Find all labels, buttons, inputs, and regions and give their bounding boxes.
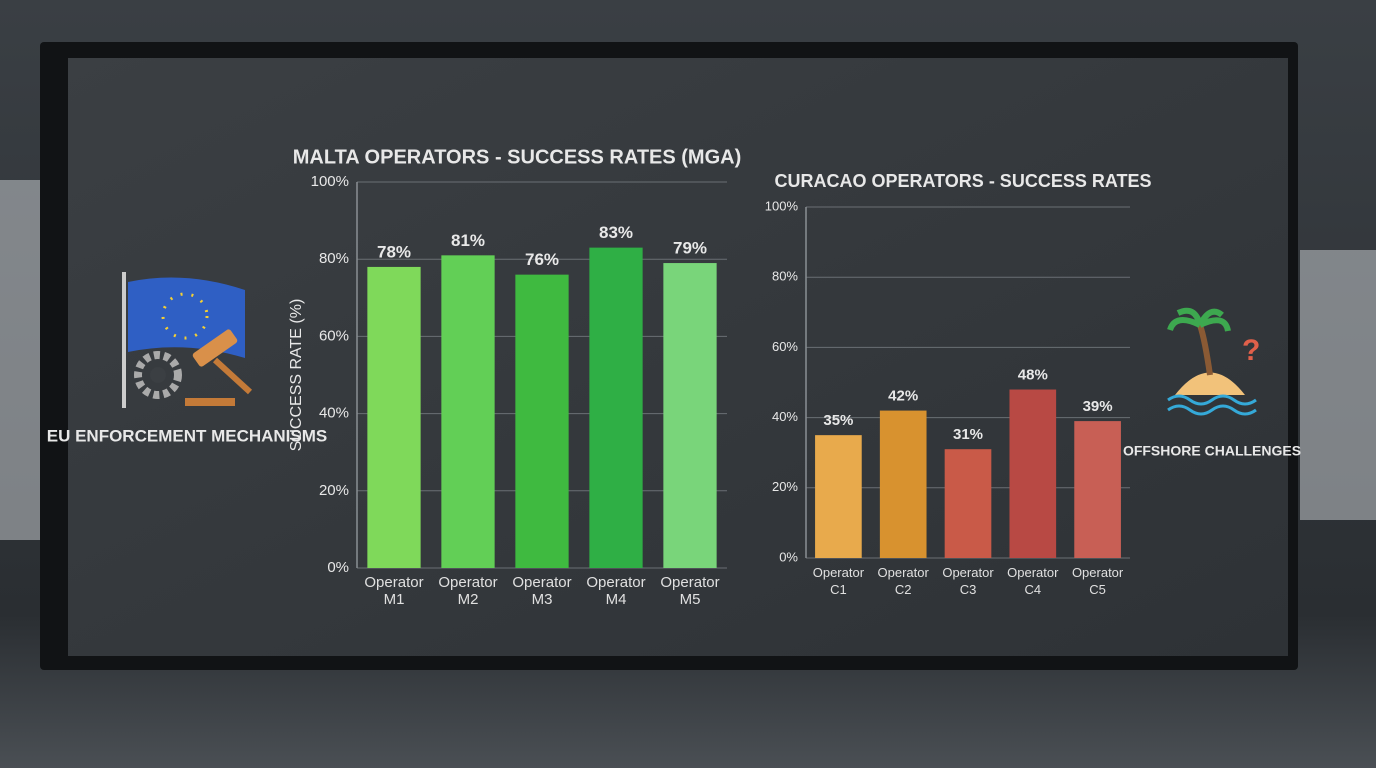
- y-tick-label: 80%: [772, 269, 798, 284]
- x-tick-label: Operator M2: [438, 574, 498, 608]
- eu-icon: [122, 272, 253, 408]
- bar: [1074, 421, 1121, 558]
- y-axis-label: SUCCESS RATE (%): [288, 299, 305, 452]
- x-tick-label-box: Operator C3: [942, 565, 994, 597]
- y-tick-label: 100%: [311, 173, 349, 190]
- x-tick-label-box: Operator M5: [660, 574, 720, 608]
- bar: [367, 266, 421, 568]
- y-tick-label: 0%: [779, 549, 798, 564]
- bar: [944, 449, 992, 558]
- bar: [663, 263, 717, 568]
- x-tick-label-box: Operator M4: [586, 574, 646, 608]
- x-tick-label: Operator M1: [364, 574, 424, 608]
- bar: [879, 410, 927, 558]
- chart-title: CURACAO OPERATORS - SUCCESS RATES: [774, 171, 1151, 191]
- x-tick-label-box: Operator C5: [1071, 565, 1124, 597]
- value-label: 83%: [599, 223, 633, 242]
- value-label: 76%: [525, 250, 559, 269]
- value-label: 42%: [888, 388, 918, 405]
- wall-light: [1300, 250, 1376, 520]
- value-label: 48%: [1018, 366, 1048, 383]
- y-tick-label: 20%: [319, 482, 349, 499]
- value-label: 31%: [953, 426, 983, 443]
- x-tick-label-box: Operator M3: [512, 574, 572, 608]
- left-label: EU ENFORCEMENT MECHANISMS: [47, 426, 328, 445]
- y-tick-label: 0%: [327, 559, 349, 576]
- x-tick-label: Operator C1: [812, 565, 865, 597]
- svg-text:?: ?: [1242, 334, 1260, 367]
- right-label: OFFSHORE CHALLENGES: [1123, 443, 1301, 459]
- x-tick-label: Operator M3: [512, 574, 572, 608]
- y-tick-label: 80%: [319, 250, 349, 267]
- island-icon: ?: [1167, 307, 1260, 416]
- value-label: 81%: [451, 231, 485, 250]
- x-tick-label: Operator C2: [877, 565, 929, 597]
- bar: [1009, 389, 1057, 558]
- y-tick-label: 40%: [319, 405, 349, 422]
- x-tick-label: Operator C4: [1007, 565, 1059, 597]
- bar: [815, 435, 862, 558]
- value-label: 79%: [673, 239, 707, 258]
- y-tick-label: 100%: [765, 198, 799, 213]
- value-label: 39%: [1083, 398, 1113, 415]
- x-tick-label-box: Operator C2: [877, 565, 929, 597]
- y-tick-label: 20%: [772, 479, 798, 494]
- chart-title: MALTA OPERATORS - SUCCESS RATES (MGA): [293, 146, 742, 168]
- wall-light: [0, 180, 40, 540]
- x-tick-label: Operator C3: [942, 565, 994, 597]
- x-tick-label-box: Operator C1: [812, 565, 865, 597]
- value-label: 78%: [377, 242, 411, 261]
- x-tick-label-box: Operator M1: [364, 574, 424, 608]
- bar: [441, 255, 495, 568]
- y-tick-label: 60%: [772, 339, 798, 354]
- x-tick-label-box: Operator M2: [438, 574, 498, 608]
- y-tick-label: 60%: [319, 327, 349, 344]
- value-label: 35%: [823, 412, 853, 429]
- x-tick-label-box: Operator C4: [1007, 565, 1059, 597]
- bar: [589, 247, 643, 568]
- bar: [515, 274, 569, 568]
- x-tick-label: Operator C5: [1071, 565, 1124, 597]
- x-tick-label: Operator M5: [660, 574, 720, 608]
- x-tick-label: Operator M4: [586, 574, 646, 608]
- y-tick-label: 40%: [772, 409, 798, 424]
